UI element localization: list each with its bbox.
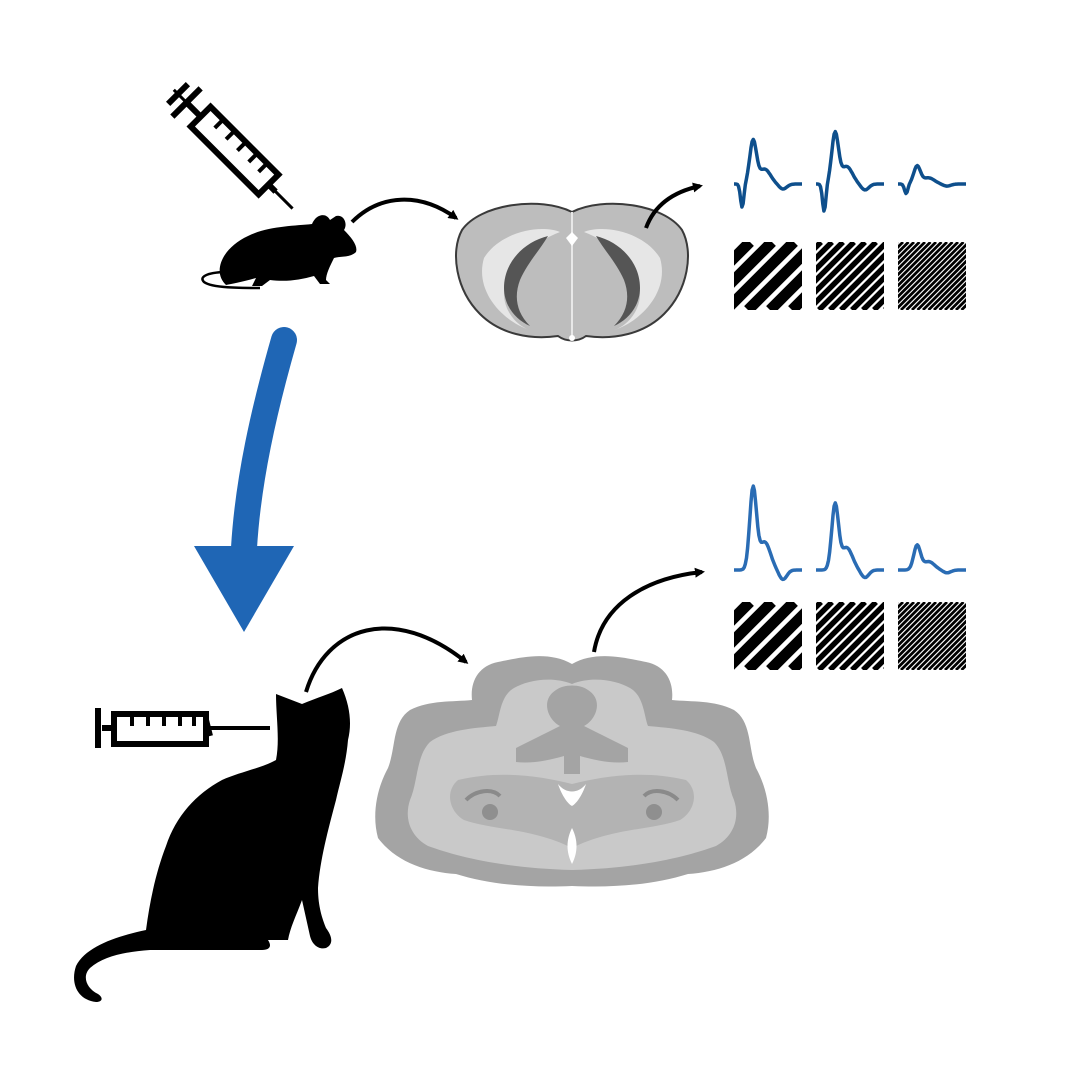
- grating-high-sf: [898, 242, 966, 310]
- mouse-trace-medium: [815, 129, 885, 213]
- mouse-trace-low: [733, 137, 803, 209]
- cat-brain-section-icon: [375, 656, 769, 887]
- mouse-silhouette-icon: [201, 215, 357, 290]
- translation-arrow: [194, 327, 297, 632]
- cat-trace-high: [897, 543, 967, 575]
- grating-medium-sf: [816, 602, 884, 670]
- grating-medium-sf: [816, 242, 884, 310]
- mouse-trace-high: [897, 163, 967, 196]
- mouse-to-brain-arrow: [350, 197, 459, 224]
- grating-low-sf: [734, 242, 802, 310]
- grating-high-sf: [898, 602, 966, 670]
- mouse-grating-stimuli: [734, 242, 966, 310]
- cat-trace-low: [733, 484, 803, 582]
- mouse-response-traces: [733, 129, 967, 213]
- grating-low-sf: [734, 602, 802, 670]
- cat-silhouette-icon: [74, 688, 350, 1002]
- cat-trace-medium: [815, 501, 885, 580]
- cat-syringe-icon: [95, 708, 270, 748]
- mouse-brain-to-response-arrow: [644, 182, 703, 229]
- cat-response-traces: [733, 484, 967, 582]
- cat-brain-to-response-arrow: [592, 567, 705, 653]
- mouse-brain-section-icon: [455, 202, 689, 342]
- mouse-syringe-icon: [165, 81, 294, 210]
- cat-grating-stimuli: [734, 602, 966, 670]
- cat-to-brain-arrow: [304, 626, 469, 693]
